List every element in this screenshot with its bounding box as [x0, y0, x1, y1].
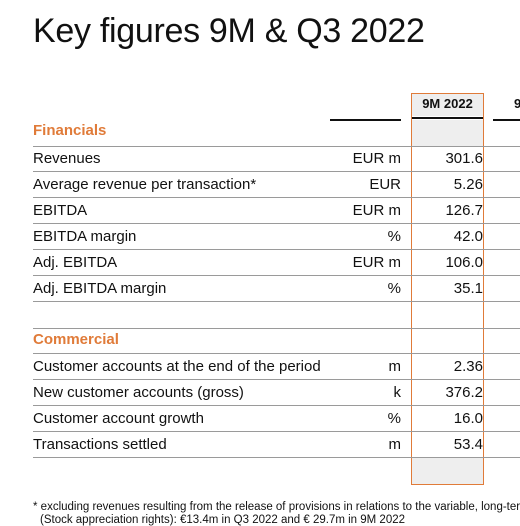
row-divider — [33, 405, 520, 406]
row-value-adj-ebitda: 106.0 — [445, 254, 483, 271]
row-divider — [33, 301, 520, 302]
row-label-ebitda: EBITDA — [33, 202, 88, 219]
row-unit-adj-ebitda-margin: % — [387, 280, 401, 297]
page-title: Key figures 9M & Q3 2022 — [33, 12, 425, 50]
row-divider — [33, 431, 520, 432]
row-label-customer-accounts: Customer accounts at the end of the peri… — [33, 358, 321, 375]
row-label-revenues: Revenues — [33, 150, 101, 167]
row-value-new-customer-accounts: 376.2 — [445, 384, 483, 401]
highlight-column-header-rule — [412, 117, 483, 119]
row-value-customer-accounts: 2.36 — [453, 358, 483, 375]
row-value-transactions-settled: 53.4 — [453, 436, 483, 453]
row-unit-revenues: EUR m — [352, 150, 401, 167]
row-unit-ebitda-margin: % — [387, 228, 401, 245]
section-financials: Financials — [33, 122, 107, 139]
row-unit-transactions-settled: m — [388, 436, 402, 453]
row-divider — [33, 457, 520, 458]
section-commercial: Commercial — [33, 331, 119, 348]
row-label-adj-ebitda: Adj. EBITDA — [33, 254, 118, 271]
row-unit-customer-accounts: m — [388, 358, 402, 375]
row-unit-customer-account-growth: % — [387, 410, 401, 427]
row-value-adj-ebitda-margin: 35.1 — [453, 280, 483, 297]
row-divider — [33, 353, 520, 354]
row-unit-avg-revenue: EUR — [369, 176, 401, 193]
row-value-avg-revenue: 5.26 — [453, 176, 483, 193]
row-label-ebitda-margin: EBITDA margin — [33, 228, 137, 245]
row-divider — [33, 249, 520, 250]
highlight-column-frame — [411, 93, 484, 485]
row-divider — [33, 146, 520, 147]
row-label-adj-ebitda-margin: Adj. EBITDA margin — [33, 280, 167, 297]
row-value-revenues: 301.6 — [445, 150, 483, 167]
row-label-avg-revenue: Average revenue per transaction* — [33, 176, 257, 193]
row-label-transactions-settled: Transactions settled — [33, 436, 167, 453]
footnote: * excluding revenues resulting from the … — [33, 501, 520, 513]
row-divider — [33, 328, 520, 329]
row-value-ebitda-margin: 42.0 — [453, 228, 483, 245]
footnote-line-2: (Stock appreciation rights): €13.4m in Q… — [40, 514, 406, 526]
row-divider — [33, 379, 520, 380]
highlight-column-header-bg — [412, 94, 483, 116]
row-divider — [33, 197, 520, 198]
row-divider — [33, 223, 520, 224]
row-value-customer-account-growth: 16.0 — [453, 410, 483, 427]
row-unit-adj-ebitda: EUR m — [352, 254, 401, 271]
header-rule-next — [493, 119, 520, 121]
row-divider — [33, 171, 520, 172]
row-label-new-customer-accounts: New customer accounts (gross) — [33, 384, 244, 401]
row-unit-new-customer-accounts: k — [393, 384, 402, 401]
row-divider — [33, 275, 520, 276]
highlight-column-shade-bottom — [412, 458, 483, 484]
header-rule-unit — [330, 119, 401, 121]
column-header-next: 9 — [514, 96, 520, 111]
row-label-customer-account-growth: Customer account growth — [33, 410, 204, 427]
highlight-column-shade-top — [412, 120, 483, 146]
row-value-ebitda: 126.7 — [445, 202, 483, 219]
row-unit-ebitda: EUR m — [352, 202, 401, 219]
column-header-9m-2022: 9M 2022 — [422, 96, 473, 111]
